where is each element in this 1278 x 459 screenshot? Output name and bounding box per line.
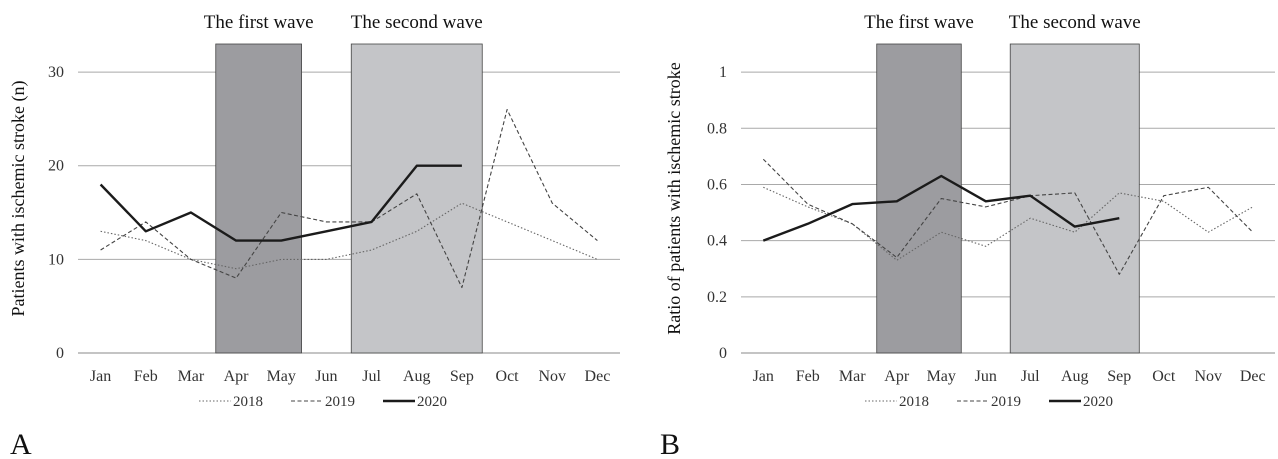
- x-tick-label: Jan: [753, 368, 774, 385]
- y-tick-label: 0: [56, 345, 64, 362]
- x-tick-label: Jul: [1021, 368, 1040, 385]
- x-tick-label: Sep: [1107, 368, 1131, 385]
- series-line-2020: [99, 164, 462, 242]
- y-tick-label: 0: [719, 345, 727, 362]
- series-line-2018: [100, 202, 598, 270]
- x-tick-label: Jan: [90, 368, 111, 385]
- legend-label: 2019: [325, 394, 355, 410]
- y-tick-label: 10: [48, 251, 64, 268]
- wave-region: [1009, 43, 1140, 354]
- y-tick-label: 0.6: [707, 176, 727, 193]
- legend-item-2020: 2020: [1049, 394, 1113, 410]
- x-tick-label: Feb: [134, 368, 158, 385]
- x-tick-label: Jul: [362, 368, 381, 385]
- series-line-2020: [762, 174, 1120, 242]
- x-tick-label: Nov: [1194, 368, 1222, 385]
- y-tick-label: 0.8: [707, 120, 727, 137]
- x-tick-label: Jun: [315, 368, 337, 385]
- wave-region: [350, 43, 483, 354]
- legend-item-2018: 2018: [199, 394, 263, 410]
- y-tick-label: 1: [719, 64, 727, 81]
- legend-label: 2020: [1083, 394, 1113, 410]
- x-tick-label: May: [267, 368, 296, 385]
- wave-label: The first wave: [204, 12, 314, 33]
- x-tick-label: Sep: [450, 368, 474, 385]
- legend-item-2018: 2018: [865, 394, 929, 410]
- y-tick-label: 30: [48, 64, 64, 81]
- chart-panel-B: 0 0.2 0.4 0.6 0.8 1 The first wave The second w…: [660, 12, 1275, 459]
- x-tick-label: Dec: [1240, 368, 1266, 385]
- y-axis-label: Ratio of patients with ischemic stroke: [664, 62, 684, 334]
- x-tick-label: Jun: [975, 368, 997, 385]
- legend-label: 2018: [899, 394, 929, 410]
- chart-panel-A: 0 10 20 30 The first wave The second wave Jan F…: [8, 12, 620, 459]
- x-tick-label: Oct: [1152, 368, 1176, 385]
- y-tick-label: 0.2: [707, 289, 727, 306]
- legend-label: 2020: [417, 394, 447, 410]
- legend-label: 2018: [233, 394, 263, 410]
- x-tick-label: Dec: [585, 368, 611, 385]
- x-tick-label: Apr: [224, 368, 250, 385]
- y-tick-label: 0.4: [707, 233, 727, 250]
- legend-label: 2019: [991, 394, 1021, 410]
- x-tick-label: Aug: [403, 368, 431, 385]
- x-tick-label: Oct: [496, 368, 520, 385]
- x-tick-label: Aug: [1061, 368, 1089, 385]
- series-line-2018: [763, 186, 1254, 261]
- x-tick-label: Feb: [796, 368, 820, 385]
- x-tick-label: Mar: [839, 368, 866, 385]
- series-line-2019: [100, 108, 598, 289]
- legend-item-2020: 2020: [383, 394, 447, 410]
- panel-label: A: [10, 428, 32, 459]
- x-tick-label: Nov: [538, 368, 566, 385]
- panel-label: B: [660, 428, 680, 459]
- wave-label: The first wave: [864, 12, 974, 33]
- x-tick-label: Apr: [884, 368, 910, 385]
- legend-item-2019: 2019: [291, 394, 355, 410]
- wave-region: [876, 43, 962, 354]
- y-tick-label: 20: [48, 158, 64, 175]
- series-line-2019: [762, 158, 1254, 275]
- y-axis-label: Patients with ischemic stroke (n): [8, 81, 29, 317]
- legend-item-2019: 2019: [957, 394, 1021, 410]
- wave-label: The second wave: [351, 12, 483, 33]
- x-tick-label: May: [927, 368, 956, 385]
- wave-region: [215, 43, 302, 354]
- wave-label: The second wave: [1009, 12, 1141, 33]
- x-tick-label: Mar: [178, 368, 205, 385]
